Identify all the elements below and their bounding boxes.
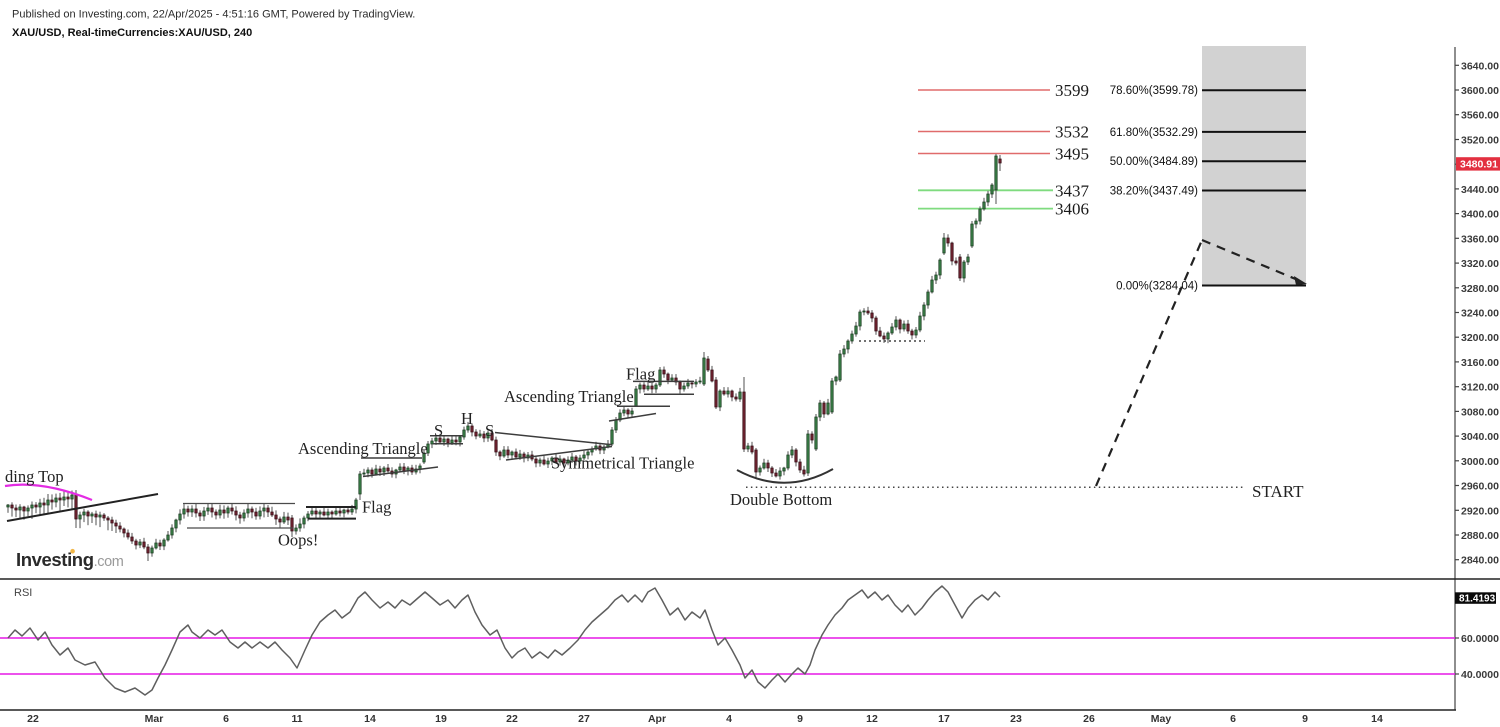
svg-text:3280.00: 3280.00 xyxy=(1461,283,1499,295)
svg-text:S: S xyxy=(485,421,494,440)
svg-text:Investing.com: Investing.com xyxy=(16,549,124,570)
svg-text:Flag: Flag xyxy=(626,365,655,384)
svg-text:3599: 3599 xyxy=(1055,81,1089,100)
svg-text:60.0000: 60.0000 xyxy=(1461,633,1499,645)
svg-text:2880.00: 2880.00 xyxy=(1461,530,1499,542)
svg-text:3480.91: 3480.91 xyxy=(1460,159,1498,171)
svg-text:6: 6 xyxy=(1230,713,1236,725)
svg-text:Ascending Triangle: Ascending Triangle xyxy=(504,387,634,406)
svg-text:9: 9 xyxy=(1302,713,1308,725)
svg-text:38.20%(3437.49): 38.20%(3437.49) xyxy=(1110,186,1198,198)
svg-text:50.00%(3484.89): 50.00%(3484.89) xyxy=(1110,156,1198,168)
svg-text:40.0000: 40.0000 xyxy=(1461,669,1499,681)
svg-text:81.4193: 81.4193 xyxy=(1459,594,1496,605)
svg-text:3560.00: 3560.00 xyxy=(1461,110,1499,122)
svg-text:27: 27 xyxy=(578,713,590,725)
svg-text:14: 14 xyxy=(364,713,376,725)
svg-text:2840.00: 2840.00 xyxy=(1461,555,1499,567)
svg-text:61.80%(3532.29): 61.80%(3532.29) xyxy=(1110,127,1198,139)
svg-text:H: H xyxy=(461,409,473,428)
svg-text:22: 22 xyxy=(506,713,518,725)
svg-text:3532: 3532 xyxy=(1055,123,1089,142)
svg-text:19: 19 xyxy=(435,713,447,725)
svg-text:22: 22 xyxy=(27,713,39,725)
svg-text:0.00%(3284.04): 0.00%(3284.04) xyxy=(1116,281,1198,293)
svg-text:Ascending Triangle: Ascending Triangle xyxy=(298,439,428,458)
svg-text:May: May xyxy=(1151,713,1172,725)
svg-text:3437: 3437 xyxy=(1055,181,1090,200)
svg-text:26: 26 xyxy=(1083,713,1095,725)
svg-text:3400.00: 3400.00 xyxy=(1461,209,1499,221)
svg-text:78.60%(3599.78): 78.60%(3599.78) xyxy=(1110,85,1198,97)
svg-text:12: 12 xyxy=(866,713,878,725)
svg-text:Apr: Apr xyxy=(648,713,666,725)
svg-text:ding Top: ding Top xyxy=(5,467,64,486)
svg-text:3600.00: 3600.00 xyxy=(1461,85,1499,97)
svg-text:2960.00: 2960.00 xyxy=(1461,481,1499,493)
svg-text:17: 17 xyxy=(938,713,950,725)
svg-text:Flag: Flag xyxy=(362,498,391,517)
svg-text:2920.00: 2920.00 xyxy=(1461,505,1499,517)
svg-text:Published on Investing.com, 22: Published on Investing.com, 22/Apr/2025 … xyxy=(12,9,415,21)
svg-text:3200.00: 3200.00 xyxy=(1461,332,1499,344)
svg-text:Oops!: Oops! xyxy=(278,531,318,550)
svg-text:3520.00: 3520.00 xyxy=(1461,135,1499,147)
svg-text:4: 4 xyxy=(726,713,732,725)
svg-text:3120.00: 3120.00 xyxy=(1461,382,1499,394)
svg-text:Symmetrical Triangle: Symmetrical Triangle xyxy=(551,454,694,473)
svg-text:3240.00: 3240.00 xyxy=(1461,308,1499,320)
svg-text:3040.00: 3040.00 xyxy=(1461,431,1499,443)
svg-text:START: START xyxy=(1252,482,1304,501)
svg-text:Mar: Mar xyxy=(145,713,164,725)
svg-text:Double Bottom: Double Bottom xyxy=(730,490,832,509)
svg-text:3640.00: 3640.00 xyxy=(1461,60,1499,72)
svg-text:23: 23 xyxy=(1010,713,1022,725)
svg-text:11: 11 xyxy=(291,713,302,725)
svg-text:3160.00: 3160.00 xyxy=(1461,357,1499,369)
svg-text:3406: 3406 xyxy=(1055,200,1089,219)
svg-text:3080.00: 3080.00 xyxy=(1461,406,1499,418)
svg-text:XAU/USD, Real-timeCurrencies:X: XAU/USD, Real-timeCurrencies:XAU/USD, 24… xyxy=(12,27,252,39)
svg-text:3440.00: 3440.00 xyxy=(1461,184,1499,196)
svg-text:3360.00: 3360.00 xyxy=(1461,233,1499,245)
svg-text:14: 14 xyxy=(1371,713,1383,725)
svg-text:3000.00: 3000.00 xyxy=(1461,456,1499,468)
svg-text:9: 9 xyxy=(797,713,803,725)
svg-text:3320.00: 3320.00 xyxy=(1461,258,1499,270)
svg-text:S: S xyxy=(434,421,443,440)
svg-text:3495: 3495 xyxy=(1055,145,1089,164)
svg-text:6: 6 xyxy=(223,713,229,725)
svg-text:RSI: RSI xyxy=(14,587,32,599)
